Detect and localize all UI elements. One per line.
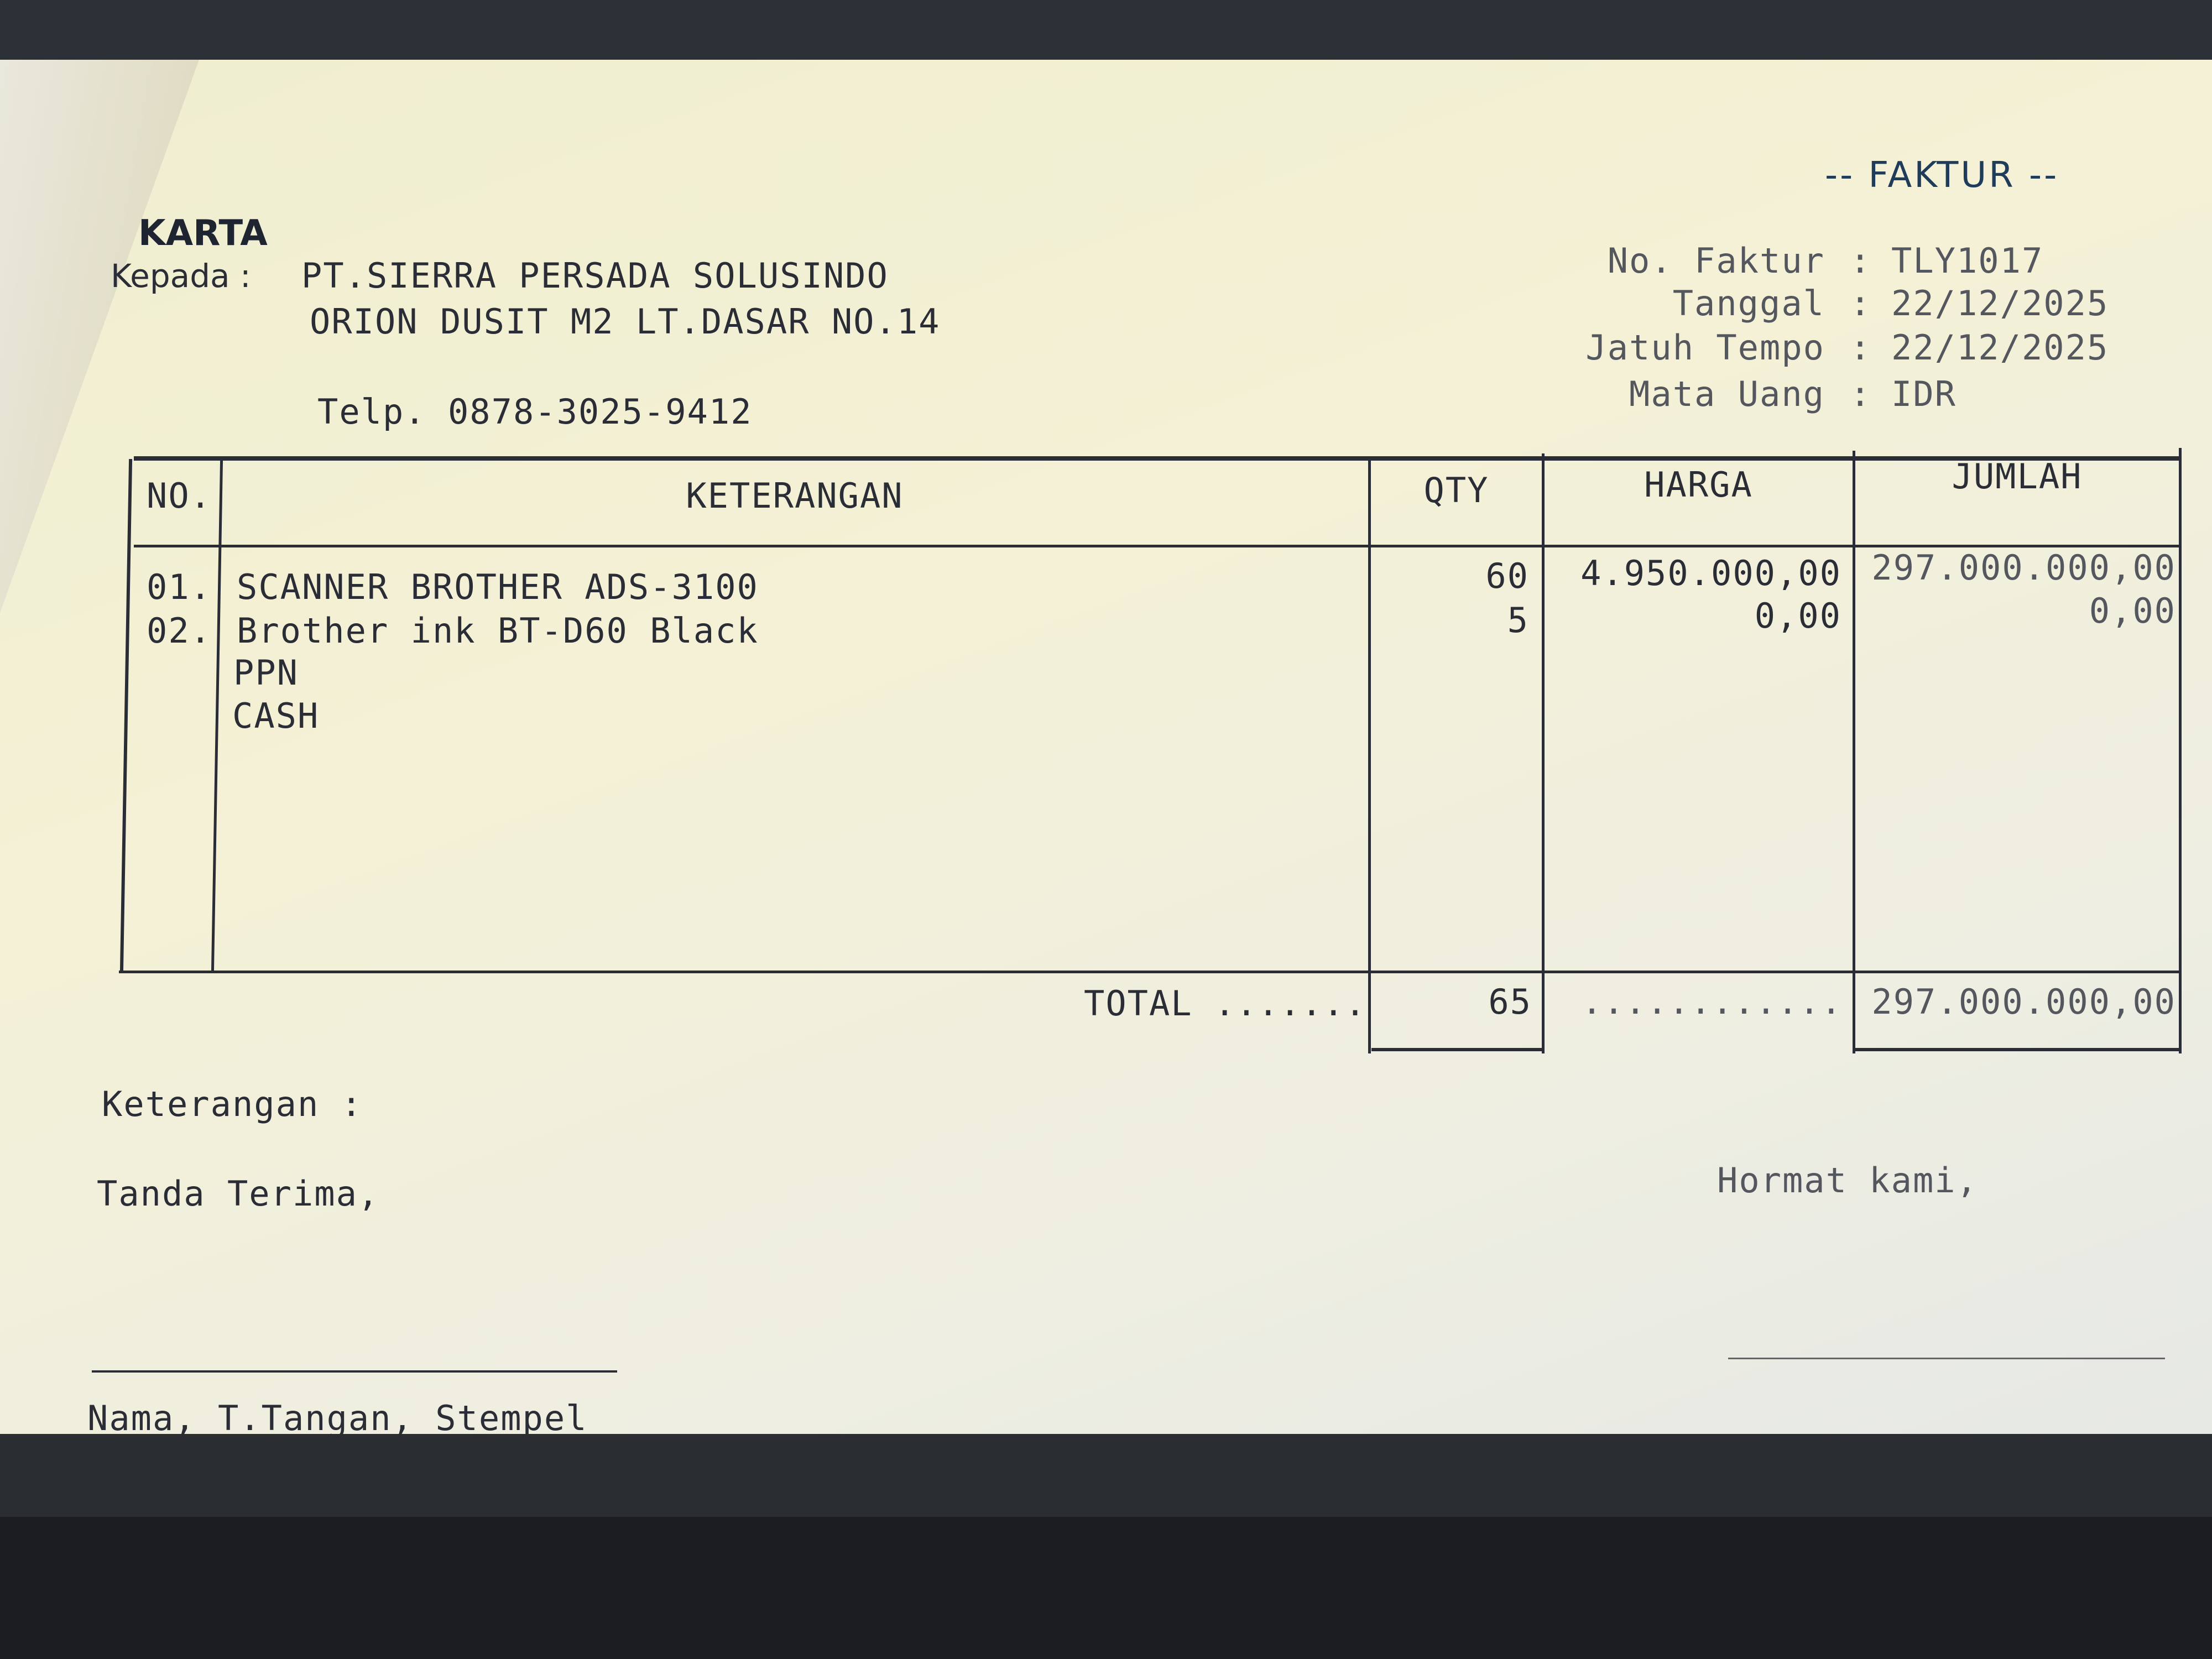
column-header-qty: QTY — [1423, 470, 1489, 510]
meta-label: No. Faktur — [1607, 241, 1825, 281]
currency: IDR — [1891, 374, 1957, 414]
meta-colon: : — [1850, 327, 1872, 368]
to-label: Kepada : — [111, 257, 251, 295]
row-harga: 4.950.000,00 — [1580, 553, 1841, 593]
column-header-harga: HARGA — [1644, 465, 1753, 505]
meta-label: Tanggal — [1672, 283, 1825, 324]
total-qty-underline — [1371, 1048, 1544, 1051]
row-no: 01. — [147, 567, 212, 607]
company-name-partial: KARTA — [138, 213, 268, 254]
invoice-date: 22/12/2025 — [1891, 283, 2109, 324]
signature-caption: Nama, T.Tangan, Stempel — [87, 1398, 588, 1438]
meta-label: Jatuh Tempo — [1585, 327, 1825, 368]
total-harga-dots: ............ — [1582, 982, 1843, 1022]
sender-label: Hormat kami, — [1717, 1160, 1978, 1201]
total-label: TOTAL ....... — [1084, 983, 1367, 1024]
meta-colon: : — [1850, 283, 1872, 324]
table-bottom-border — [119, 971, 2182, 973]
background-bottom — [0, 1434, 2212, 1517]
column-header-jumlah: JUMLAH — [1952, 456, 2083, 497]
row-qty: 5 — [1507, 600, 1529, 640]
invoice-title: -- FAKTUR -- — [1825, 155, 2059, 196]
notes-label: Keterangan : — [102, 1084, 363, 1124]
table-right-border — [2179, 448, 2182, 1053]
receiver-label: Tanda Terima, — [97, 1173, 380, 1214]
column-header-keterangan: KETERANGAN — [686, 476, 904, 516]
row-description: CASH — [232, 696, 320, 736]
total-jumlah-underline — [1855, 1048, 2182, 1051]
meta-label: Mata Uang — [1629, 374, 1825, 414]
column-divider — [1542, 453, 1545, 1053]
row-description: SCANNER BROTHER ADS-3100 — [237, 567, 759, 607]
customer-phone: Telp. 0878-3025-9412 — [317, 392, 753, 432]
row-jumlah: 0,00 — [2089, 591, 2176, 631]
invoice-number: TLY1017 — [1891, 241, 2044, 281]
row-description: PPN — [233, 653, 299, 693]
customer-name: PT.SIERRA PERSADA SOLUSINDO — [301, 255, 889, 296]
row-qty: 60 — [1485, 556, 1529, 596]
customer-address: ORION DUSIT M2 LT.DASAR NO.14 — [310, 301, 941, 342]
sender-signature-line — [1728, 1358, 2165, 1359]
receiver-signature-line — [92, 1370, 617, 1373]
table-top-border — [134, 456, 2180, 461]
column-header-no: NO. — [147, 476, 212, 516]
row-description: Brother ink BT-D60 Black — [237, 611, 759, 651]
meta-colon: : — [1850, 241, 1872, 281]
column-divider — [1368, 459, 1371, 1053]
table-header-border — [134, 545, 2180, 547]
row-harga: 0,00 — [1754, 596, 1841, 636]
background-top — [0, 0, 2212, 65]
total-jumlah: 297.000.000,00 — [1871, 982, 2176, 1022]
column-divider — [1853, 451, 1855, 1053]
meta-colon: : — [1850, 374, 1872, 414]
due-date: 22/12/2025 — [1891, 327, 2109, 368]
invoice-paper — [0, 60, 2212, 1434]
total-qty: 65 — [1488, 982, 1532, 1022]
row-no: 02. — [147, 611, 212, 651]
row-jumlah: 297.000.000,00 — [1871, 547, 2176, 588]
